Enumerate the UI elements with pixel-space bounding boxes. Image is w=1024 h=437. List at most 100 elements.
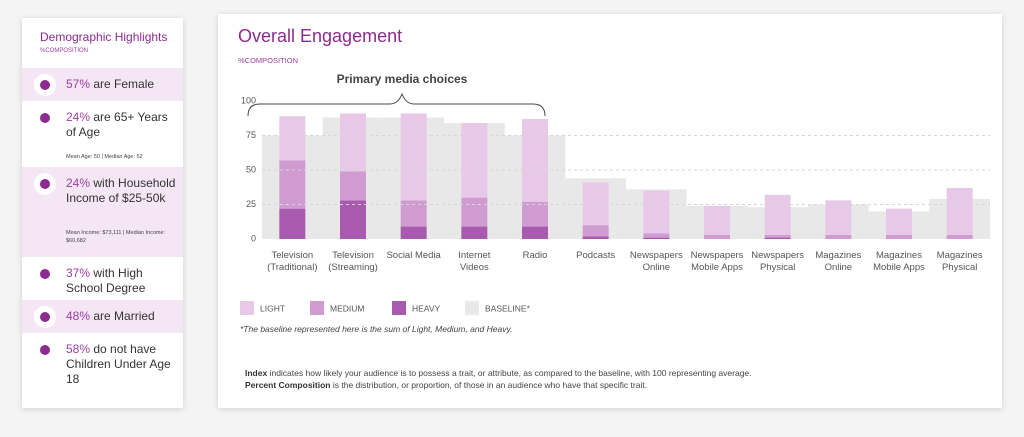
bar-segment (582, 236, 609, 239)
note: Index indicates how likely your audience… (245, 368, 752, 378)
bar-segment (643, 233, 670, 238)
panel-title: Demographic Highlights (40, 30, 168, 44)
legend-label: BASELINE* (485, 303, 531, 313)
bar-segment (279, 208, 306, 239)
icon-glyph (40, 80, 50, 90)
legend-label: HEAVY (412, 303, 441, 313)
chart-title: Overall Engagement (238, 26, 403, 46)
item-text: 58% do not have Children Under Age 18 (66, 342, 178, 387)
icon-glyph (40, 312, 50, 322)
item-percent: 24% (66, 176, 91, 190)
bar-segment (522, 201, 548, 227)
y-tick-label: 25 (246, 199, 256, 209)
item-label: with Household Income of $25-50k (66, 176, 176, 205)
note-term: Index (245, 368, 268, 378)
y-tick-label: 75 (246, 130, 256, 140)
item-percent: 57% (66, 77, 91, 91)
note-text: indicates how likely your audience is to… (269, 368, 752, 378)
bar-segment (279, 160, 306, 209)
bar-segment (340, 171, 366, 201)
item-label: do not have Children Under Age 18 (66, 342, 171, 386)
bar-segment (886, 208, 912, 235)
x-tick-label: Magazines Mobile Apps (873, 250, 925, 273)
x-tick-label: Newspapers Online (629, 250, 683, 273)
legend-swatch (310, 301, 324, 315)
bar-segment (946, 234, 973, 239)
item-icon (34, 74, 56, 96)
highlight-item: 57% are Female (22, 68, 183, 101)
bar-segment (946, 187, 973, 235)
item-percent: 58% (66, 342, 91, 356)
item-note: Mean Income: $73,111 | Median Income: $6… (66, 230, 166, 244)
bracket (247, 92, 546, 117)
x-tick-label: Television (Traditional) (267, 250, 318, 273)
item-percent: 48% (66, 309, 91, 323)
bar-segment (400, 226, 427, 239)
x-tick-label: Television (Streaming) (328, 250, 378, 273)
icon-glyph (40, 269, 50, 279)
bar-segment (279, 116, 306, 161)
item-label: are Married (93, 309, 155, 323)
bar-segment (825, 200, 852, 235)
bar-segment (522, 226, 548, 239)
bar-segment (461, 123, 488, 198)
x-tick-label: Newspapers Mobile Apps (690, 250, 744, 273)
footnote: *The baseline represented here is the su… (240, 324, 513, 334)
item-icon (34, 339, 56, 361)
bar-segment (643, 237, 670, 239)
item-text: 24% are 65+ Years of Age (66, 110, 178, 140)
item-text: 57% are Female (66, 77, 178, 92)
bar-segment (764, 237, 791, 239)
highlight-item: 24% with Household Income of $25-50k Mean… (22, 167, 183, 257)
x-tick-label: Internet Videos (458, 250, 491, 273)
bar-segment (643, 190, 670, 234)
note: Percent Composition is the distribution,… (245, 380, 647, 390)
note-text: is the distribution, or proportion, of t… (332, 380, 648, 390)
y-tick-label: 50 (246, 164, 256, 174)
item-percent: 37% (66, 266, 91, 280)
item-text: 37% with High School Degree (66, 266, 178, 296)
x-tick-label: Podcasts (576, 250, 616, 261)
y-tick-label: 0 (251, 233, 256, 243)
legend-label: MEDIUM (330, 303, 364, 313)
item-percent: 24% (66, 110, 91, 124)
item-icon (34, 173, 56, 195)
item-icon (34, 107, 56, 129)
bar-segment (461, 226, 488, 239)
bar-segment (886, 234, 912, 239)
legend-swatch (392, 301, 406, 315)
x-tick-label: Magazines Online (815, 250, 862, 273)
item-icon (34, 306, 56, 328)
demographic-panel: Demographic Highlights %COMPOSITION 57% … (22, 18, 183, 408)
bar-segment (461, 197, 488, 227)
bar-segment (825, 234, 852, 239)
chart: Primary media choices 0 25 50 75 100 LIGHT MED… (240, 72, 990, 315)
bar-segment (522, 118, 548, 202)
bar-segment (764, 194, 791, 235)
x-tick-label: Newspapers Physical (751, 250, 805, 273)
x-tick-label: Magazines Physical (936, 250, 983, 273)
y-tick-label: 100 (241, 95, 256, 105)
item-note: Mean Age: 50 | Median Age: 52 (66, 154, 143, 160)
bar-segment (582, 182, 609, 226)
legend-swatch (240, 301, 254, 315)
bar-segment (582, 225, 609, 237)
icon-glyph (40, 179, 50, 189)
note-term: Percent Composition (245, 380, 331, 390)
x-tick-label: Social Media (386, 250, 441, 261)
legend-label: LIGHT (260, 303, 285, 313)
bar-segment (340, 200, 366, 239)
bar-segment (704, 234, 730, 239)
item-icon (34, 263, 56, 285)
bar-segment (764, 234, 791, 238)
x-tick-label: Radio (522, 250, 548, 261)
item-label: are Female (93, 77, 155, 91)
bar-segment (400, 113, 427, 201)
bar-segment (340, 113, 366, 172)
panel-subtitle: %COMPOSITION (40, 48, 89, 54)
icon-glyph (40, 345, 50, 355)
chart-subtitle: %COMPOSITION (238, 56, 299, 65)
highlight-item: 58% do not have Children Under Age 18 (22, 333, 183, 400)
highlight-item: 37% with High School Degree (22, 257, 183, 300)
